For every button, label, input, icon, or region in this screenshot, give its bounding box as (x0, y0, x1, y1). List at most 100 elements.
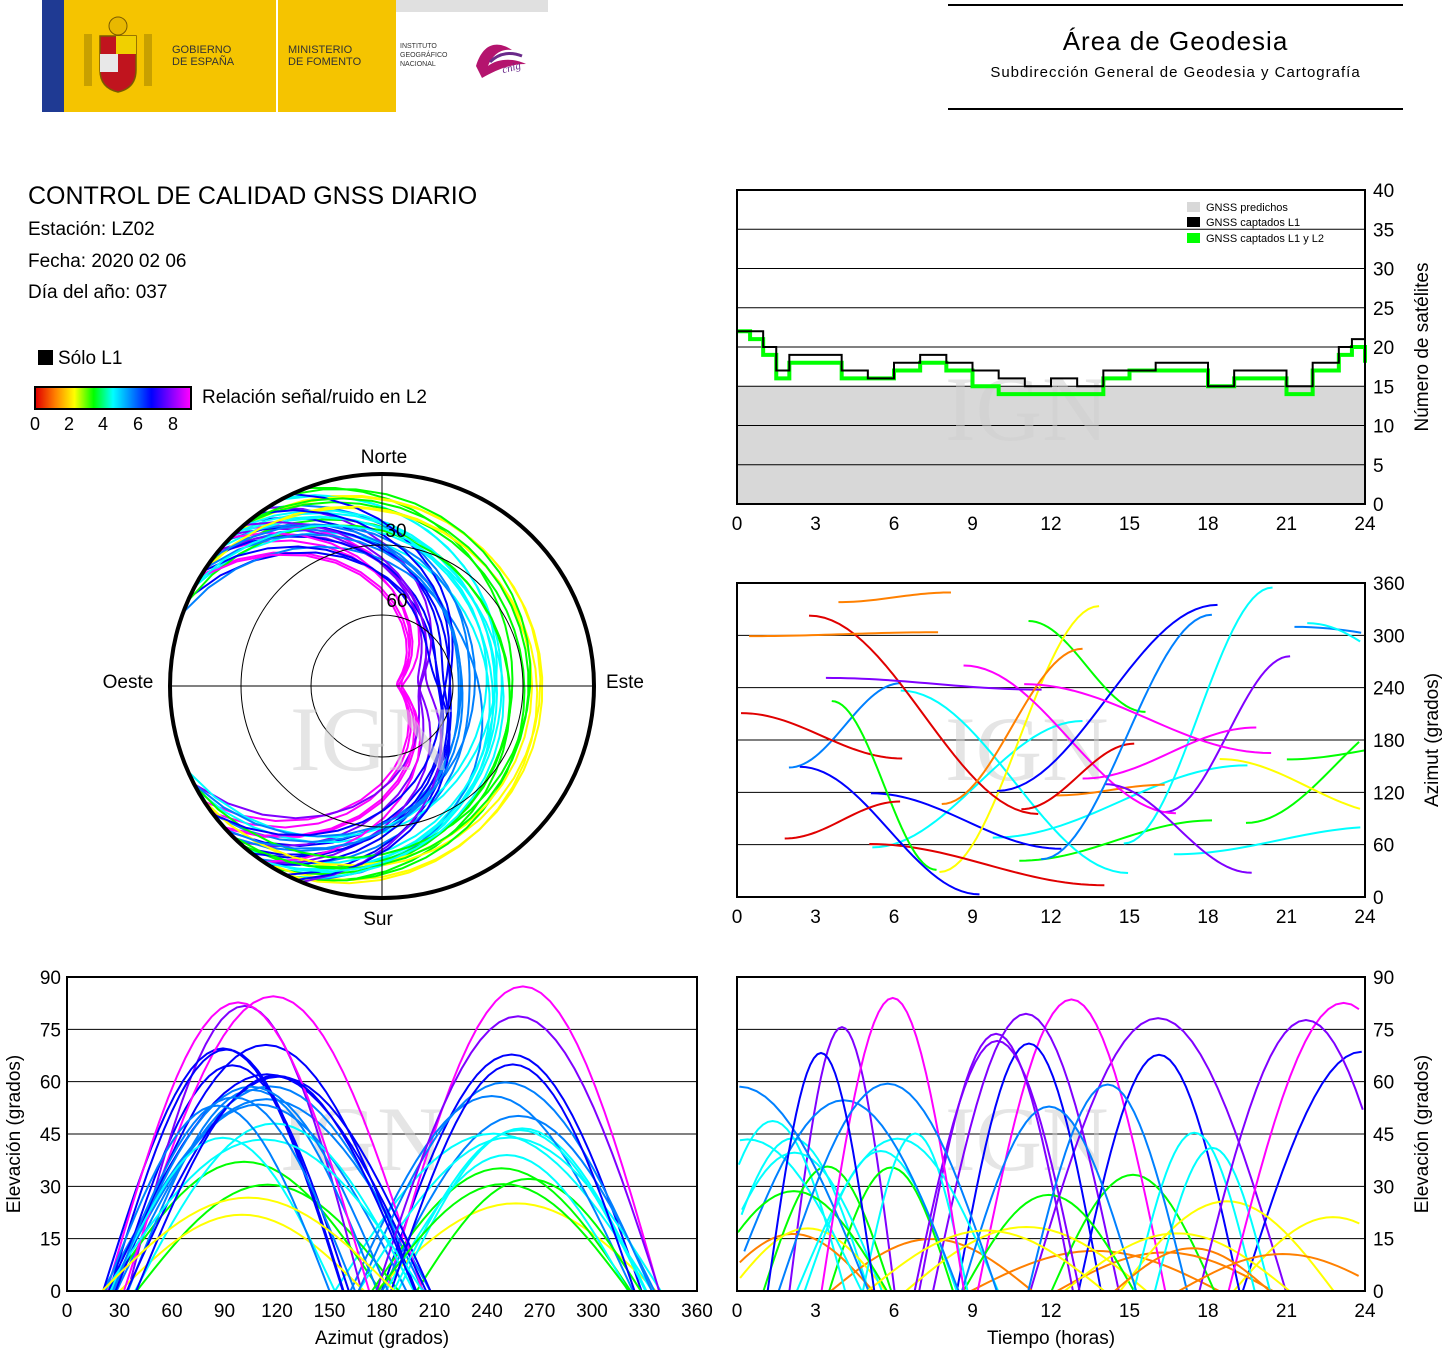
elevation-time-track (1029, 1017, 1287, 1292)
elevation-time-track (1153, 1146, 1271, 1292)
y-tick-label: 0 (1373, 495, 1384, 516)
x-tick-label: 24 (1354, 907, 1376, 928)
snr-tick: 4 (98, 414, 109, 434)
y-tick-label: 15 (1373, 377, 1394, 398)
azimuth-track (870, 792, 1062, 850)
y-tick-label: 300 (1373, 626, 1405, 647)
azimuth-track (941, 647, 1083, 806)
elevation-azimuth-track (109, 1136, 336, 1292)
x-tick-label: 30 (109, 1301, 130, 1322)
ign-line-3: NACIONAL (400, 61, 436, 68)
snr-tick: 0 (30, 414, 41, 434)
y-tick-label: 0 (50, 1282, 61, 1303)
x-tick-label: 210 (419, 1301, 451, 1322)
elevation-time-track (1114, 1247, 1271, 1292)
azimuth-track (1164, 655, 1291, 814)
azimuth-track (900, 689, 1129, 874)
x-tick-label: 21 (1276, 907, 1297, 928)
azimuth-track (1294, 625, 1362, 634)
azimuth-track (784, 800, 901, 840)
x-tick-label: 0 (732, 514, 743, 535)
azimuth-track (1082, 726, 1257, 780)
x-tick-label: 240 (471, 1301, 503, 1322)
y-tick-label: 0 (1373, 888, 1384, 909)
azimuth-track (992, 764, 1248, 839)
elevation-azimuth-track (415, 1177, 642, 1292)
satellites-frame (736, 189, 1366, 505)
satellites-legend: GNSS predichos GNSS captados L1 GNSS cap… (1187, 202, 1324, 245)
azimuth-time-frame (736, 582, 1366, 898)
y-tick-label: 90 (40, 968, 61, 989)
elevation-azimuth-track (390, 1063, 636, 1292)
elevation-time-track (739, 1138, 863, 1292)
elevation-azimuth-track (104, 1104, 331, 1292)
azimuth-time-watermark: IGN (945, 698, 1109, 800)
x-tick-label: 21 (1276, 1301, 1297, 1322)
legend-l1-only: Sólo L1 (38, 348, 122, 370)
legend-label-predicted: GNSS predichos (1206, 202, 1288, 214)
azimuth-track (749, 631, 939, 638)
snr-colorbar-label: Relación señal/ruido en L2 (202, 387, 427, 408)
y-tick-label: 15 (1373, 1230, 1394, 1251)
elevation-azimuth-track (349, 1095, 634, 1292)
x-tick-label: 12 (1040, 907, 1061, 928)
elevation-time-track (1050, 1173, 1216, 1292)
x-tick-label: 9 (967, 1301, 978, 1322)
y-tick-label: 40 (1373, 181, 1394, 202)
skyplot-track (213, 509, 451, 837)
elevation-time-track (932, 1012, 1120, 1292)
azimuth-track (1219, 758, 1361, 810)
y-tick-label: 45 (1373, 1125, 1394, 1146)
elevation-time-track (743, 1099, 960, 1292)
azimuth-time-chart: IGN 0 60 120 180 240 300 360 0 3 6 9 12 15 18 21 24 Azi… (732, 574, 1443, 928)
x-tick-label: 60 (161, 1301, 182, 1322)
y-tick-label: 30 (40, 1177, 61, 1198)
azimuth-time-grid (737, 634, 1365, 846)
area-subtitle: Subdirección General de Geodesia y Carto… (990, 64, 1361, 81)
x-tick-label: 18 (1197, 1301, 1218, 1322)
elevation-time-track (1227, 1001, 1360, 1292)
azimuth-track (825, 676, 1042, 691)
skyplot-east-label: Este (606, 672, 644, 693)
elevation-time-track (1178, 1253, 1360, 1292)
snr-tick: 6 (133, 414, 144, 434)
skyplot-west-label: Oeste (103, 672, 154, 693)
series-l1-line (737, 330, 1366, 388)
elevation-time-track (961, 1105, 1138, 1292)
skyplot-track (203, 545, 451, 881)
skyplot-track (246, 501, 526, 882)
gov-line-2: DE ESPAÑA (172, 56, 235, 68)
azimuth-track (963, 664, 1176, 815)
azimuth-track (939, 605, 1100, 873)
report-title: CONTROL DE CALIDAD GNSS DIARIO (28, 182, 478, 210)
x-tick-label: 18 (1197, 907, 1218, 928)
elevation-time-track (762, 1165, 893, 1292)
azimuth-track (838, 591, 951, 604)
y-tick-label: 60 (40, 1073, 61, 1094)
elevation-time-track (1027, 1083, 1189, 1292)
gov-label: GOBIERNO DE ESPAÑA (172, 44, 234, 68)
elevation-azimuth-track (105, 1001, 371, 1292)
elevation-time-track (1064, 1232, 1291, 1292)
x-tick-label: 24 (1354, 1301, 1376, 1322)
y-tick-label: 75 (40, 1020, 61, 1041)
azimuth-track (1104, 783, 1252, 874)
elevation-azimuth-track (375, 1202, 657, 1292)
x-tick-label: 15 (1119, 514, 1140, 535)
elevation-time-track (976, 998, 1167, 1292)
elevation-time-track (1132, 1131, 1256, 1292)
elevation-time-track (788, 1025, 896, 1292)
azimuth-track (1040, 613, 1212, 861)
elevation-azimuth-track (119, 1213, 365, 1292)
elevation-azimuth-ylabel: Elevación (grados) (4, 1055, 25, 1213)
x-tick-label: 90 (214, 1301, 235, 1322)
skyplot-track (267, 492, 454, 866)
date-label: Fecha: 2020 02 06 (28, 251, 187, 272)
y-tick-label: 25 (1373, 299, 1394, 320)
azimuth-time-ylabel: Azimut (grados) (1422, 673, 1443, 807)
elevation-azimuth-track (381, 1114, 656, 1292)
ign-line-1: INSTITUTO (400, 43, 437, 50)
elevation-time-track (1077, 1053, 1241, 1292)
x-tick-label: 3 (810, 514, 821, 535)
x-tick-label: 24 (1354, 514, 1376, 535)
